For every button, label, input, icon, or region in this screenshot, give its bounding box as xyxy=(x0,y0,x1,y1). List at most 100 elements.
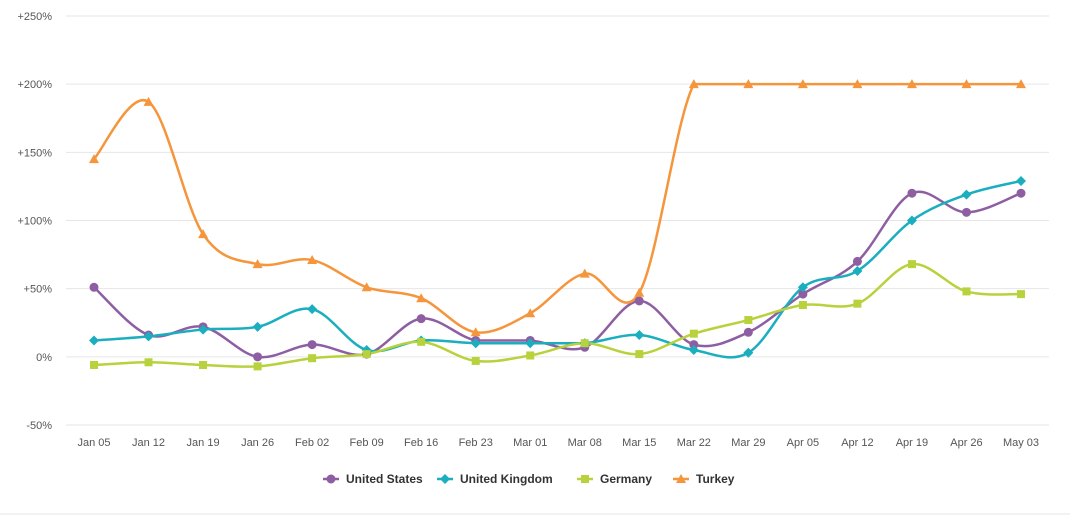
series-line-2 xyxy=(93,262,1022,368)
y-tick-label: +200% xyxy=(17,79,52,91)
data-point xyxy=(1017,290,1025,299)
data-point xyxy=(89,335,99,346)
y-tick-label: 0% xyxy=(36,352,52,364)
data-point xyxy=(199,361,208,370)
data-point xyxy=(470,338,481,349)
data-point xyxy=(1016,188,1026,198)
data-point xyxy=(634,296,644,306)
legend-marker xyxy=(440,474,450,484)
legend-label: Germany xyxy=(600,472,652,486)
data-point xyxy=(798,301,807,310)
x-tick-label: Jan 05 xyxy=(77,437,110,449)
x-tick-label: Feb 02 xyxy=(295,437,329,449)
x-tick-label: Apr 12 xyxy=(841,437,873,449)
series-line-3 xyxy=(93,82,1021,334)
data-point xyxy=(416,293,427,303)
data-point xyxy=(144,358,153,367)
data-point xyxy=(252,259,263,269)
y-tick-label: +100% xyxy=(17,216,52,228)
data-point xyxy=(526,351,535,360)
x-tick-label: Jan 19 xyxy=(187,437,220,449)
data-point xyxy=(252,321,263,332)
data-point xyxy=(90,361,98,370)
data-point xyxy=(89,282,99,292)
series-line-0 xyxy=(93,190,1022,359)
data-point xyxy=(143,96,154,106)
data-point xyxy=(689,340,699,350)
data-point xyxy=(744,316,753,325)
y-tick-label: -50% xyxy=(26,420,52,432)
x-tick-label: May 03 xyxy=(1003,437,1039,449)
data-point xyxy=(798,289,808,299)
data-point xyxy=(253,352,263,362)
data-point xyxy=(89,154,99,164)
legend-item[interactable]: United Kingdom xyxy=(437,472,553,486)
data-point xyxy=(307,304,318,315)
data-point xyxy=(580,339,589,348)
data-point xyxy=(362,350,371,359)
data-point xyxy=(797,79,808,89)
data-point xyxy=(307,340,317,350)
y-tick-label: +150% xyxy=(17,147,52,159)
grid xyxy=(66,15,1049,426)
data-point xyxy=(634,330,645,341)
x-tick-label: Feb 16 xyxy=(404,437,438,449)
legend-marker xyxy=(326,474,336,484)
x-tick-label: Mar 22 xyxy=(677,437,711,449)
legend-marker xyxy=(676,474,686,483)
data-point xyxy=(416,314,426,324)
data-point xyxy=(253,362,262,371)
data-point xyxy=(579,268,590,278)
data-point xyxy=(961,189,972,200)
data-point xyxy=(143,331,154,342)
legend-item[interactable]: Germany xyxy=(577,472,652,486)
legend-label: United States xyxy=(346,472,423,486)
data-point xyxy=(961,79,972,89)
data-point xyxy=(906,79,917,89)
data-point xyxy=(743,327,753,337)
x-axis-ticks: Jan 05 Jan 12 Jan 19 Jan 26 Feb 02 Feb 09 Feb … xyxy=(77,437,1039,449)
data-point xyxy=(635,350,644,359)
data-point xyxy=(852,265,863,276)
data-point xyxy=(471,356,480,365)
data-point xyxy=(906,215,917,226)
series-line-1 xyxy=(93,179,1022,359)
x-tick-label: Mar 29 xyxy=(731,437,765,449)
x-tick-label: Apr 26 xyxy=(950,437,982,449)
x-tick-label: Mar 15 xyxy=(622,437,656,449)
data-point xyxy=(525,338,536,349)
data-point xyxy=(525,308,536,318)
data-point xyxy=(797,282,808,293)
x-tick-label: Apr 19 xyxy=(896,437,928,449)
legend-item[interactable]: Turkey xyxy=(673,472,735,486)
data-point xyxy=(743,79,754,89)
data-point xyxy=(743,347,754,358)
data-point xyxy=(198,229,209,239)
legend-label: Turkey xyxy=(696,472,735,486)
data-point xyxy=(634,287,645,297)
legend-item[interactable]: United States xyxy=(323,472,423,486)
y-axis-ticks: -50% 0% +50% +100% +150% +200% +250% xyxy=(17,11,52,432)
data-point xyxy=(907,188,917,198)
data-point xyxy=(1016,175,1026,186)
legend-marker xyxy=(581,475,589,483)
data-point xyxy=(852,79,863,89)
series-markers xyxy=(89,79,1026,371)
data-point xyxy=(361,282,372,292)
data-point xyxy=(1016,79,1026,89)
y-tick-label: +250% xyxy=(17,11,52,23)
x-tick-label: Jan 26 xyxy=(241,437,274,449)
data-point xyxy=(688,79,699,89)
data-point xyxy=(417,337,426,346)
x-tick-label: Feb 23 xyxy=(459,437,493,449)
x-tick-label: Mar 01 xyxy=(513,437,547,449)
data-point xyxy=(688,345,699,356)
data-point xyxy=(962,287,971,296)
data-point xyxy=(907,260,916,269)
data-point xyxy=(689,329,698,338)
x-tick-label: Jan 12 xyxy=(132,437,165,449)
data-point xyxy=(307,255,318,265)
data-point xyxy=(308,354,317,363)
legend-label: United Kingdom xyxy=(460,472,553,486)
